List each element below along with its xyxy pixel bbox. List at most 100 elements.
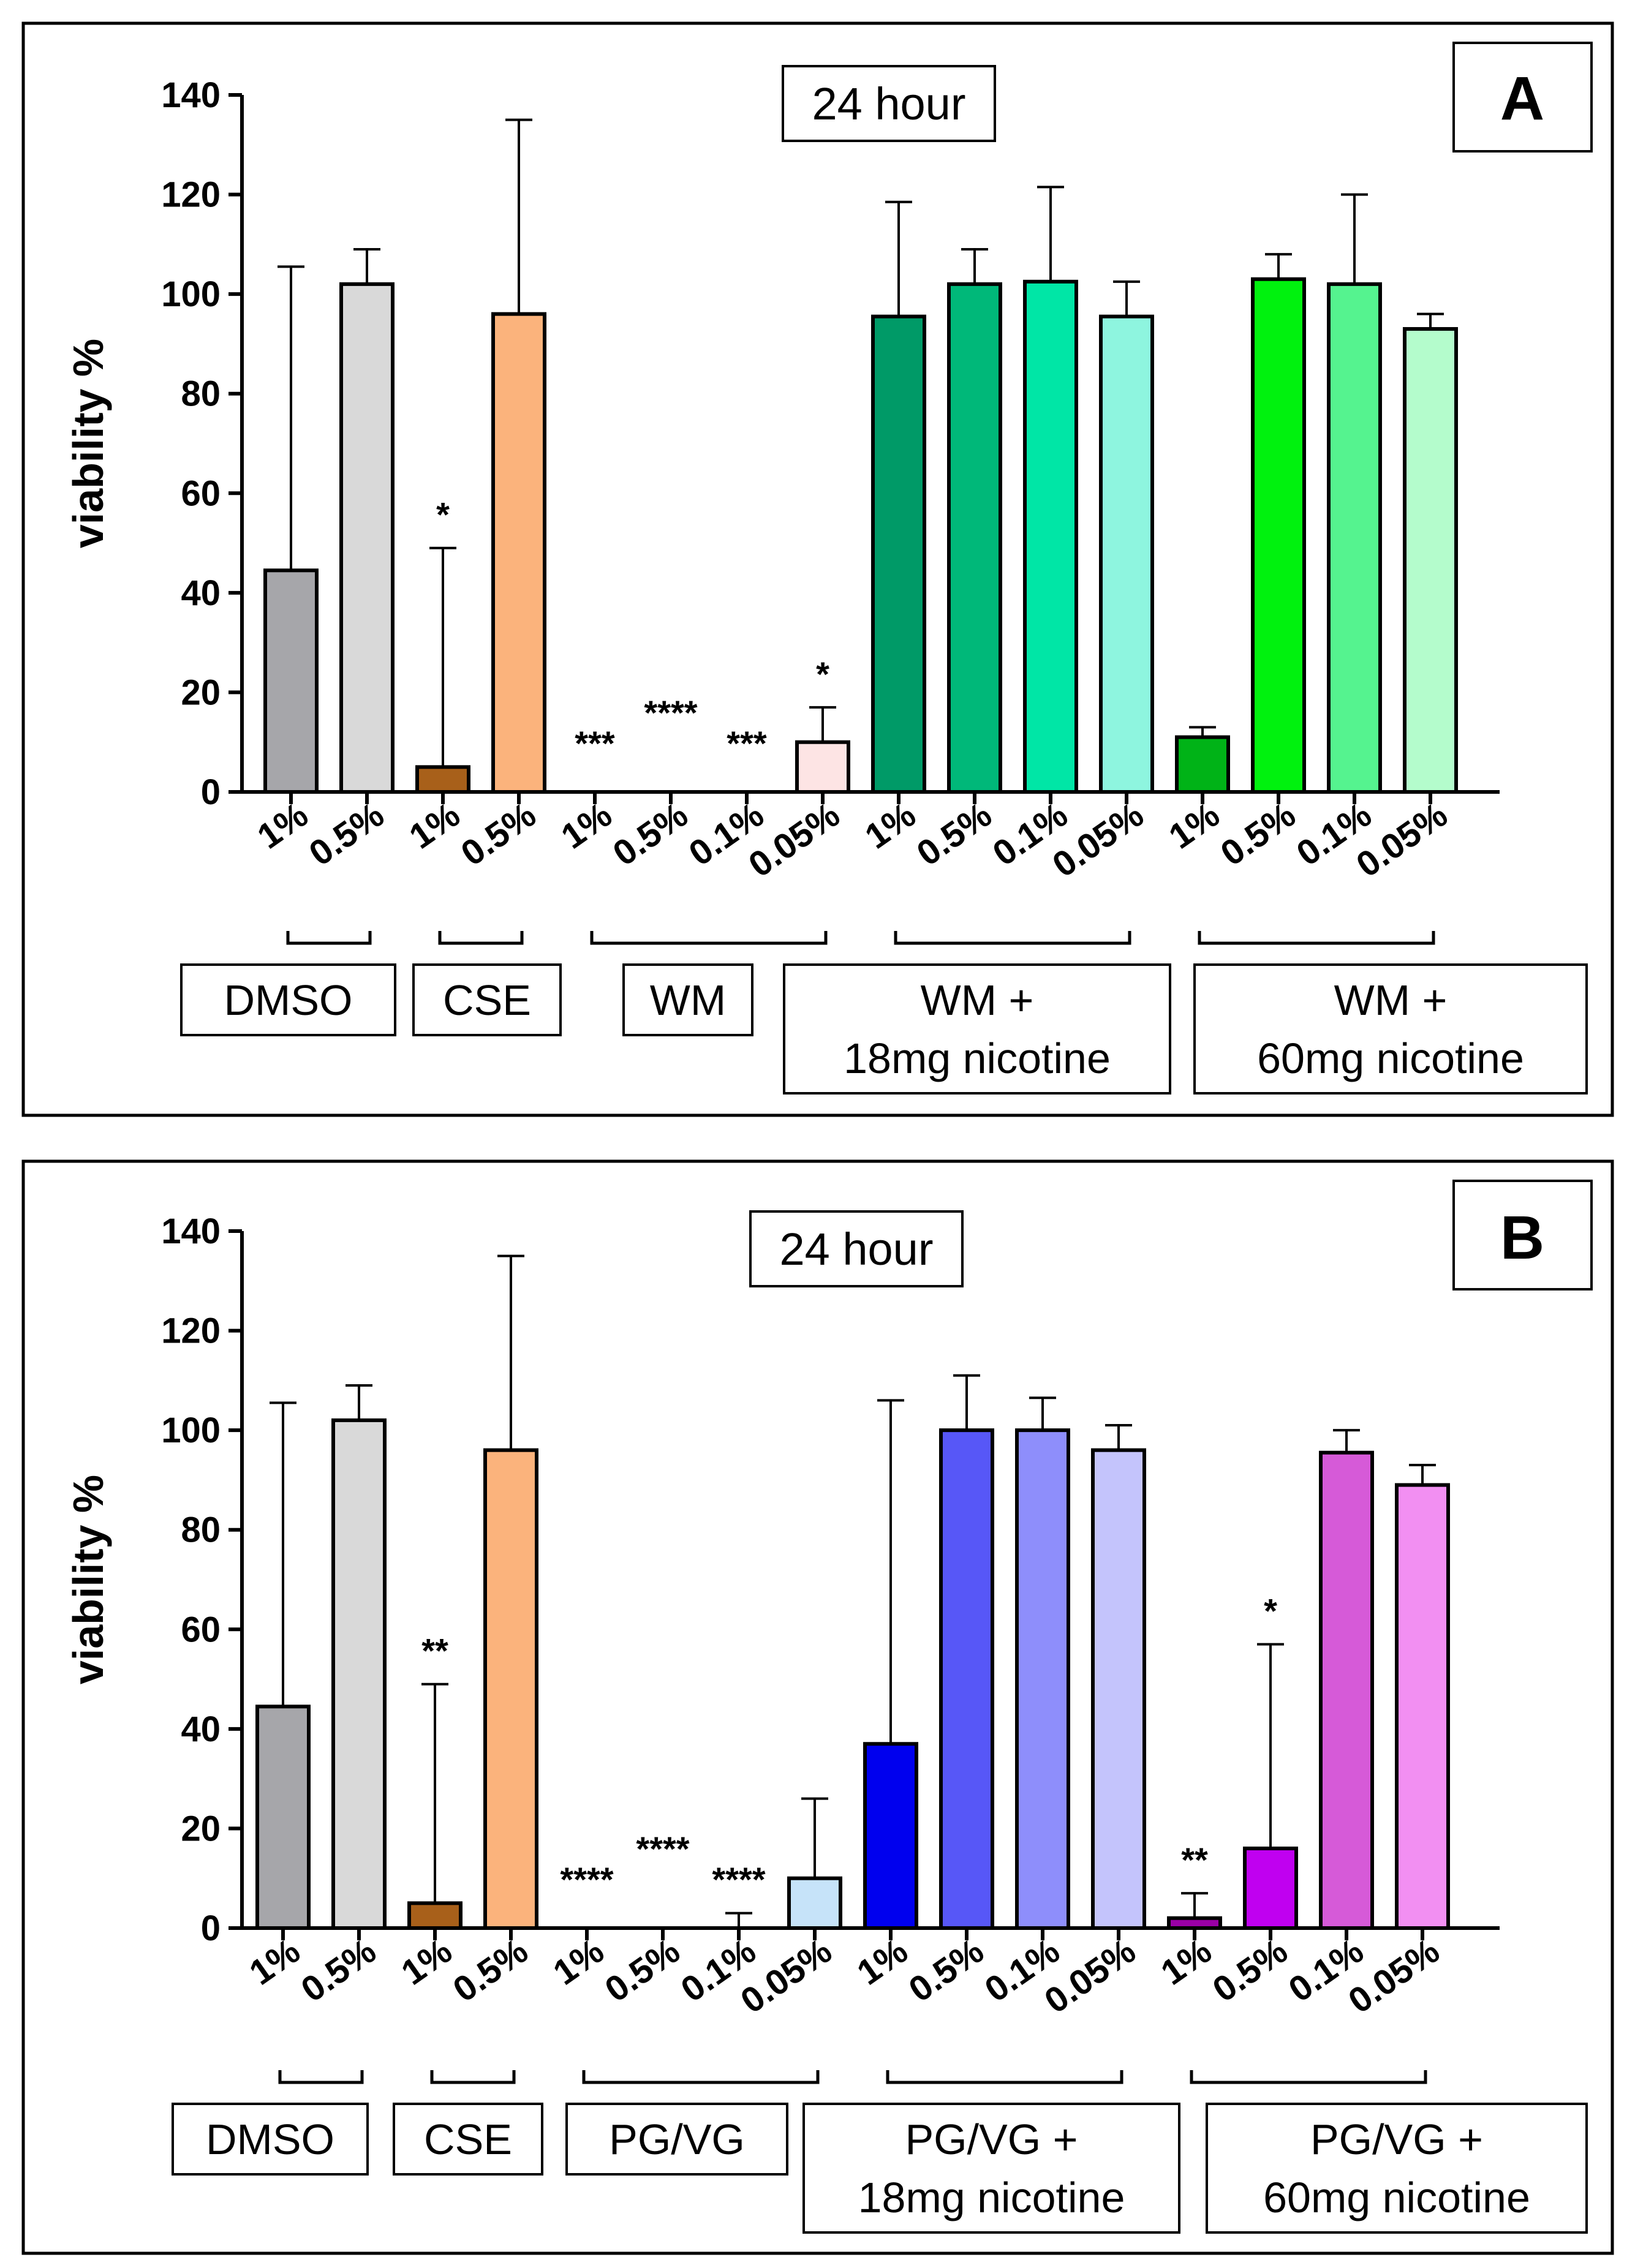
group-label-box [412,963,562,1036]
bar [415,765,470,794]
bar [1403,327,1458,794]
group-label-box [565,2103,788,2176]
group-label: WM [650,976,726,1024]
bar [1175,735,1230,794]
panel-b: 24 hour B 0 20 40 60 80 100 120 140 viability % 1… [21,1159,1614,2255]
x-tick-label: 0.5% [294,1931,383,2010]
x-tick-label: 0.5% [598,1931,687,2010]
y-tick-label: 60 [181,1610,221,1649]
group-bracket [894,931,1131,945]
panel-a-letter-box [1452,42,1593,153]
group-bracket [1190,2070,1427,2084]
group-label: DMSO [206,2115,334,2163]
group-bracket [430,2070,516,2084]
bar [871,314,926,794]
bar [1251,277,1306,794]
bar [263,568,319,794]
bar [483,1448,538,1931]
group-label-box [172,2103,369,2176]
bar [947,282,1002,794]
significance-label: * [816,655,829,693]
group-label: 60mg nicotine [1263,2174,1530,2221]
y-tick-label: 120 [161,175,221,215]
group-label-box [802,2103,1180,2234]
y-tick-label: 140 [161,75,221,115]
group-label-box [622,963,753,1036]
significance-label: ** [1181,1840,1208,1879]
y-tick-label: 40 [181,1709,221,1749]
x-tick-label: 0.5% [606,794,695,873]
bar [1023,279,1078,794]
bar [939,1428,994,1930]
y-tick-label: 60 [181,473,221,513]
y-tick-label: 100 [161,274,221,314]
group-label: 18mg nicotine [858,2174,1125,2221]
x-tick-label: 0.5% [1214,794,1303,873]
x-tick-label: 0.5% [1206,1931,1295,2010]
group-label: PG/VG + [1310,2115,1483,2163]
x-tick-label: 0.5% [446,1931,535,2010]
x-tick-label: 0.5% [902,1931,991,2010]
group-label-box [783,963,1171,1094]
y-tick-label: 80 [181,374,221,414]
x-tick-label: 1% [251,794,315,856]
x-tick-label: 1% [1162,794,1227,856]
group-label: WM + [921,976,1034,1024]
bar [1243,1846,1298,1931]
panel-b-frame [21,1159,1614,2255]
x-tick-label: 1% [850,1931,915,1992]
group-label-box [1193,963,1588,1094]
bar [1319,1450,1374,1930]
x-tick-label: 1% [243,1931,308,1992]
x-tick-label: 1% [1154,1931,1219,1992]
panel-b-letter-box [1452,1180,1593,1290]
bar [863,1742,918,1931]
group-label: WM + [1334,976,1448,1024]
group-bracket [1198,931,1435,945]
significance-label: * [1264,1592,1277,1630]
bar [1327,282,1382,794]
significance-label: * [436,495,450,534]
group-label: CSE [443,976,531,1024]
panel-a-frame [21,21,1614,1117]
panel-a-title-box [782,65,996,142]
x-tick-label: 1% [554,794,619,856]
bar [407,1901,463,1931]
bar [1167,1916,1222,1931]
group-bracket [886,2070,1123,2084]
panel-a-title: 24 hour [812,78,966,129]
significance-label: ** [421,1632,448,1670]
significance-label: *** [727,724,767,763]
significance-label: **** [712,1860,765,1899]
y-tick-label: 0 [201,1908,221,1948]
bar [1395,1483,1450,1930]
group-bracket [438,931,524,945]
bar [255,1705,311,1930]
significance-label: **** [644,693,697,732]
y-tick-label: 140 [161,1211,221,1251]
bar [1099,314,1154,794]
y-tick-label: 80 [181,1510,221,1550]
significance-label: *** [575,724,615,763]
x-tick-label: 1% [546,1931,611,1992]
x-tick-label: 0.5% [302,794,391,873]
significance-label: **** [560,1860,613,1899]
y-tick-label: 40 [181,573,221,613]
y-tick-label: 20 [181,672,221,712]
y-tick-label: 100 [161,1411,221,1450]
group-bracket [286,931,372,945]
group-label-box [1206,2103,1588,2234]
panel-a-letter: A [1500,64,1544,133]
group-bracket [582,2070,820,2084]
y-tick-label: 120 [161,1311,221,1351]
panel-b-title-box [749,1210,964,1287]
bar [491,312,546,794]
group-label: 18mg nicotine [844,1034,1111,1082]
y-axis-label: viability % [64,1475,112,1684]
group-bracket [590,931,828,945]
significance-label: **** [636,1829,689,1868]
y-tick-label: 20 [181,1809,221,1848]
bar [1015,1428,1070,1930]
